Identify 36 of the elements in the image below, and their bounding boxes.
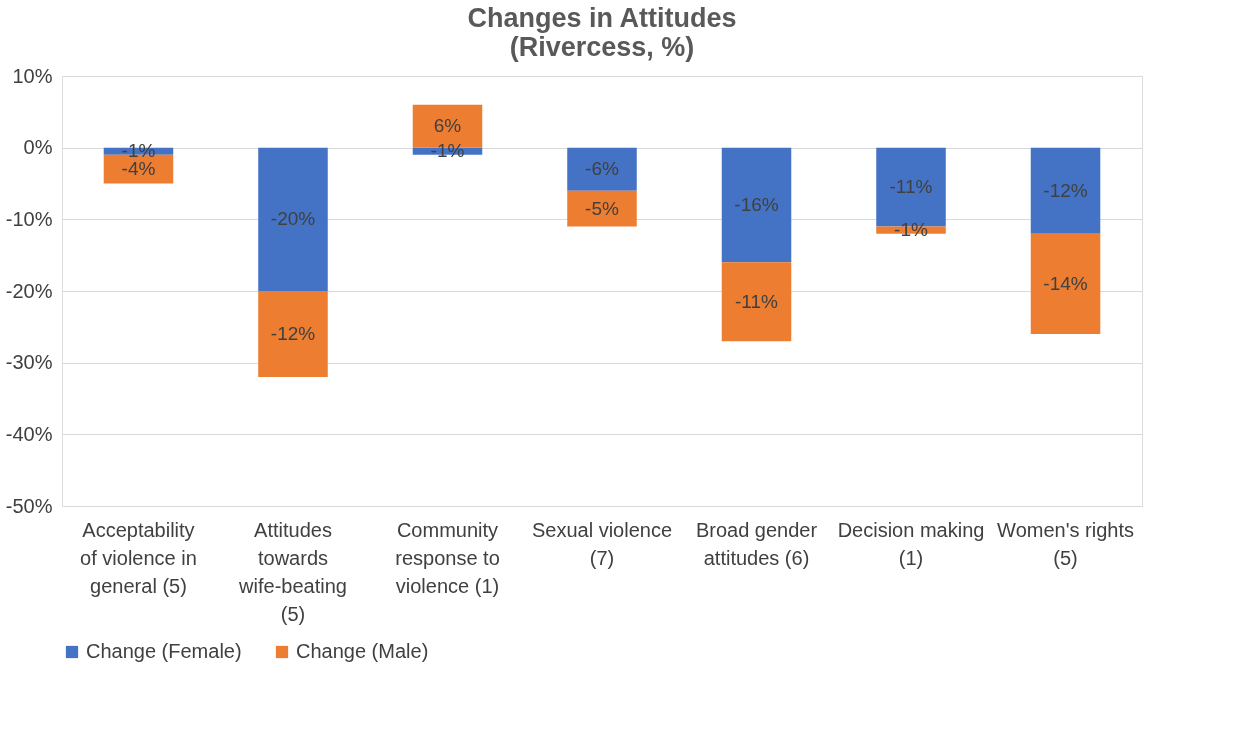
y-tick-label: -40% (5, 422, 53, 445)
bar (721, 262, 792, 342)
bar (567, 147, 637, 191)
data-label: -14% (1043, 272, 1088, 294)
data-label: -5% (585, 197, 619, 219)
data-label: -16% (734, 194, 779, 215)
x-tick-label: Sexual violence (7) (531, 518, 673, 569)
data-label: -20% (270, 208, 316, 230)
bar (258, 147, 328, 291)
data-label: -11% (889, 176, 933, 198)
x-tick-label: Attitudes towards wife-beating (5) (238, 518, 347, 625)
y-tick-label: -10% (5, 207, 53, 230)
y-tick-label: 0% (23, 136, 53, 159)
data-label: -6% (585, 158, 619, 180)
bar (721, 147, 792, 263)
x-tick-label: Acceptability of violence in general (5) (80, 518, 197, 597)
bar (1030, 147, 1101, 234)
x-tick-label: Women's rights (5) (997, 518, 1134, 569)
data-label: -4% (121, 158, 156, 180)
x-tick-label: Decision making (1) (837, 518, 985, 569)
y-tick-label: -30% (5, 351, 53, 374)
bar (258, 291, 328, 377)
data-label: -12% (1043, 179, 1088, 201)
x-tick-label: Community response to violence (1) (395, 518, 500, 597)
data-label: 6% (433, 115, 462, 137)
x-tick-label: Broad gender attitudes (6) (695, 518, 818, 569)
y-tick-label: -20% (5, 279, 53, 302)
legend-label: Change (Female) (86, 640, 242, 662)
chart-title: Changes in Attitudes (Rivercess, %) (467, 3, 737, 62)
data-label: -12% (270, 323, 316, 344)
bar (567, 190, 637, 227)
y-tick-label: 10% (12, 64, 53, 87)
data-label: -11% (735, 290, 779, 312)
bar (1030, 233, 1101, 334)
y-tick-label: -50% (5, 494, 53, 517)
legend-label: Change (Male) (296, 640, 429, 662)
